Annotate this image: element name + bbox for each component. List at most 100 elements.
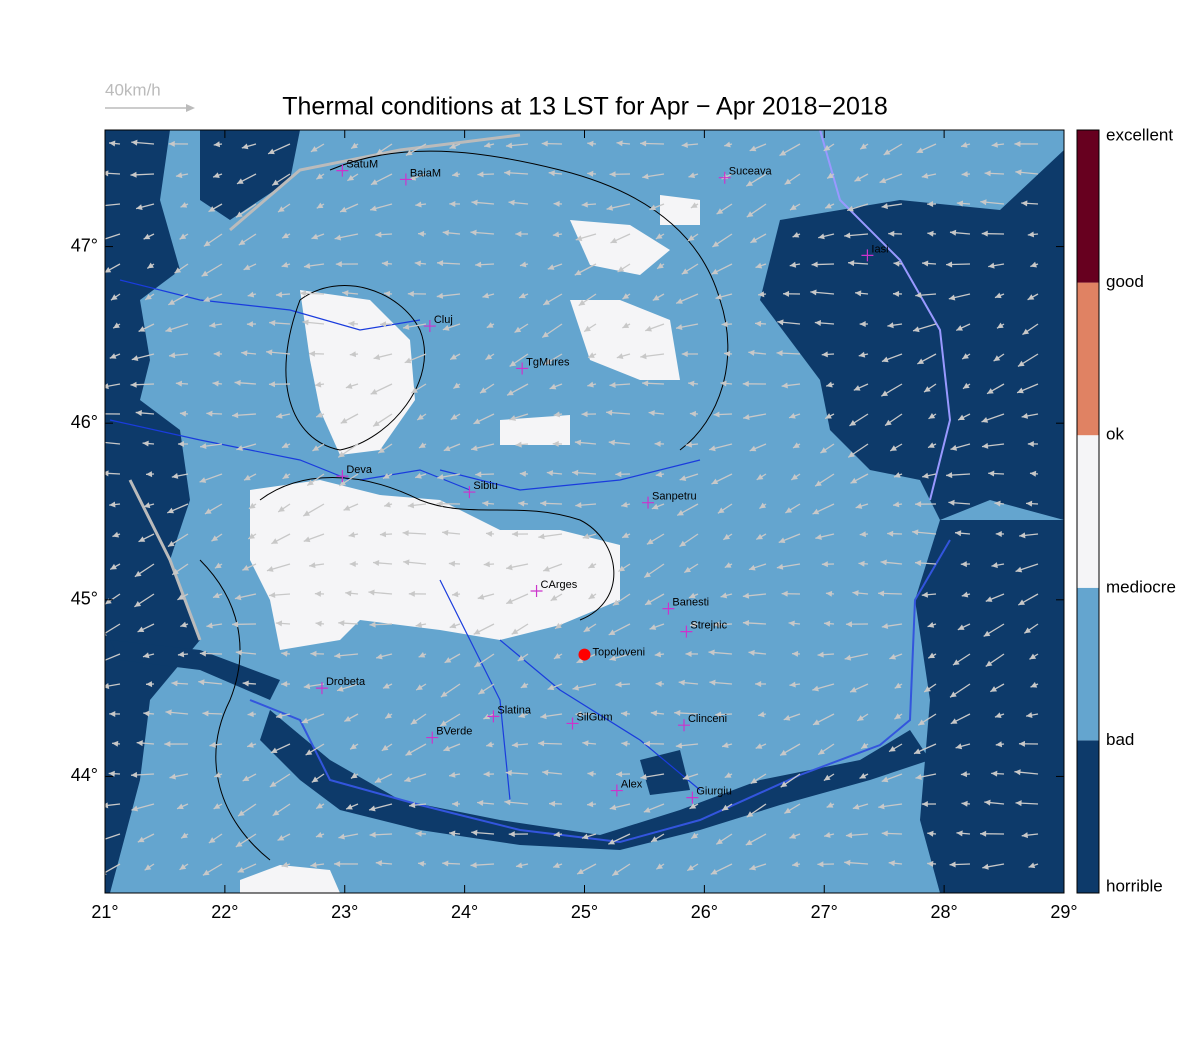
wind-arrowhead (861, 742, 868, 749)
wind-arrowhead (110, 563, 117, 570)
wind-arrowhead (383, 683, 390, 689)
wind-arrowhead (1021, 200, 1028, 207)
wind-arrowhead (247, 291, 255, 298)
wind-arrowhead (690, 202, 698, 208)
wind-arrowhead (887, 322, 894, 329)
wind-arrowhead (852, 803, 860, 810)
wind-arrowhead (857, 715, 864, 721)
wind-arrowhead (956, 325, 963, 331)
wind-arrowhead (617, 266, 625, 273)
wind-arrowhead (382, 473, 390, 479)
wind-arrowhead (506, 598, 513, 604)
wind-arrowhead (609, 382, 616, 388)
title: Thermal conditions at 13 LST for Apr − A… (282, 93, 887, 121)
wind-arrow (105, 233, 121, 240)
wind-arrowhead (783, 290, 790, 297)
wind-arrowhead (242, 565, 250, 571)
wind-arrowhead (237, 867, 245, 873)
wind-arrowhead (518, 500, 525, 507)
region-mediocre (570, 300, 680, 380)
wind-arrowhead (179, 863, 187, 870)
wind-arrowhead (475, 471, 482, 478)
wind-arrowhead (402, 324, 410, 330)
wind-arrowhead (143, 502, 151, 509)
wind-arrowhead (145, 681, 153, 688)
wind-arrowhead (914, 560, 922, 567)
wind-arrowhead (651, 836, 658, 842)
wind-arrowhead (758, 711, 765, 718)
wind-arrowhead (1014, 769, 1021, 776)
wind-arrowhead (1027, 440, 1034, 447)
wind-arrowhead (266, 566, 274, 572)
wind-arrowhead (722, 742, 729, 748)
city-label: Iasi (871, 243, 888, 255)
wind-arrowhead (791, 474, 798, 480)
wind-arrowhead (130, 381, 137, 388)
wind-arrowhead (202, 710, 209, 717)
wind-arrowhead (549, 383, 557, 390)
wind-arrowhead (618, 565, 626, 572)
wind-arrowhead (928, 442, 935, 448)
wind-arrowhead (818, 233, 825, 240)
wind-arrowhead (515, 862, 523, 869)
wind-arrowhead (232, 412, 239, 419)
wind-arrowhead (608, 439, 615, 446)
wind-arrowhead (269, 592, 276, 599)
wind-arrowhead (347, 174, 355, 181)
wind-arrowhead (542, 769, 549, 776)
wind-arrowhead (655, 471, 663, 478)
wind-arrowhead (1030, 261, 1037, 268)
colorbar-label: excellent (1106, 125, 1173, 144)
wind-arrowhead (403, 559, 410, 566)
wind-arrowhead (486, 741, 493, 748)
city-marker (336, 470, 349, 483)
wind-arrowhead (575, 235, 583, 242)
wind-arrowhead (575, 502, 582, 509)
wind-arrowhead (924, 686, 931, 692)
wind-arrowhead (442, 860, 449, 867)
wind-arrowhead (881, 623, 889, 630)
colorbar-band (1077, 587, 1099, 741)
wind-arrowhead (688, 592, 696, 599)
wind-arrowhead (844, 859, 851, 866)
wind-arrowhead (198, 679, 205, 686)
wind-arrowhead (890, 445, 897, 451)
wind-arrowhead (928, 413, 936, 419)
wind-arrowhead (180, 202, 188, 208)
wind-arrowhead (179, 410, 187, 417)
wind-arrowhead (793, 442, 800, 448)
wind-arrowhead (278, 206, 285, 213)
wind-arrowhead (538, 740, 545, 747)
wind-arrowhead (380, 321, 387, 328)
wind-arrowhead (980, 830, 987, 837)
wind-arrowhead (168, 140, 175, 147)
wind-arrowhead (1015, 169, 1022, 176)
wind-arrowhead (918, 719, 925, 726)
wind-arrowhead (894, 713, 902, 720)
wind-arrowhead (950, 444, 958, 451)
wind-arrowhead (474, 661, 482, 668)
wind-arrowhead (921, 172, 929, 179)
wind-arrowhead (928, 652, 935, 659)
wind-arrowhead (681, 350, 688, 357)
wind-arrowhead (577, 868, 584, 875)
wind-arrowhead (131, 139, 138, 146)
wind-arrowhead (755, 743, 763, 749)
wind-arrowhead (1028, 862, 1036, 869)
wind-arrowhead (552, 440, 559, 447)
wind-arrowhead (606, 409, 613, 416)
city-marker (399, 173, 412, 186)
wind-arrowhead (553, 411, 561, 418)
wind-arrowhead (543, 566, 550, 572)
wind-arrowhead (991, 770, 998, 777)
wind-arrowhead (334, 860, 341, 867)
wind-arrowhead (351, 142, 358, 149)
wind-arrowhead (483, 771, 490, 778)
wind-arrowhead (105, 267, 112, 273)
wind-arrowhead (685, 441, 692, 448)
wind-arrowhead (1015, 800, 1022, 807)
wind-arrowhead (410, 718, 418, 725)
wind-arrowhead (268, 148, 275, 155)
wind-arrow (105, 653, 121, 661)
